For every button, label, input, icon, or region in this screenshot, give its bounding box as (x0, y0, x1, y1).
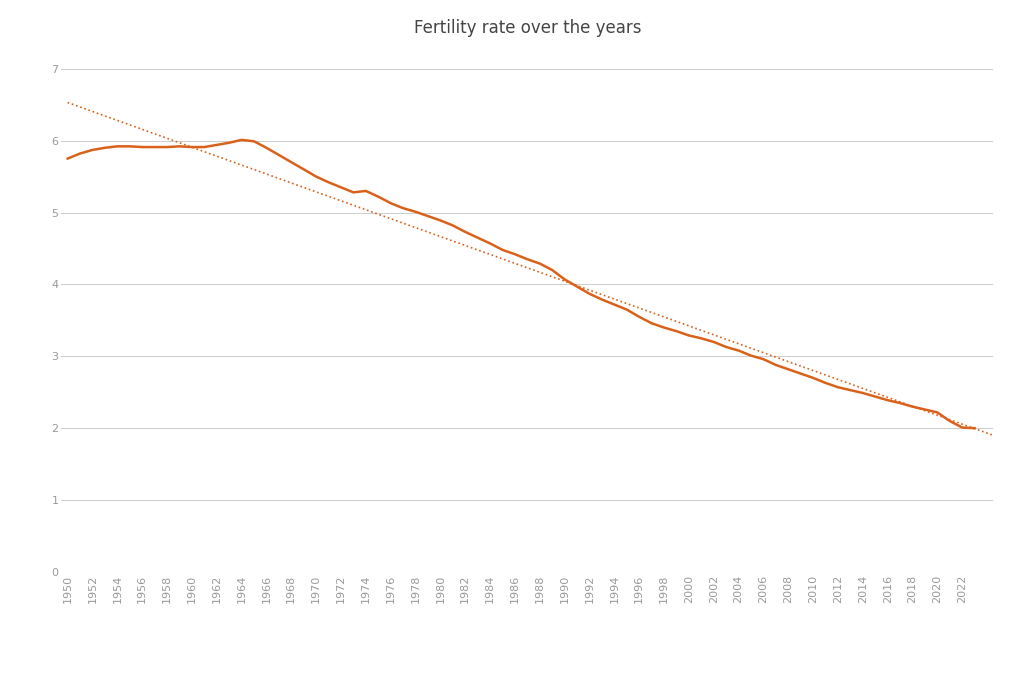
Title: Fertility rate over the years: Fertility rate over the years (414, 20, 641, 37)
